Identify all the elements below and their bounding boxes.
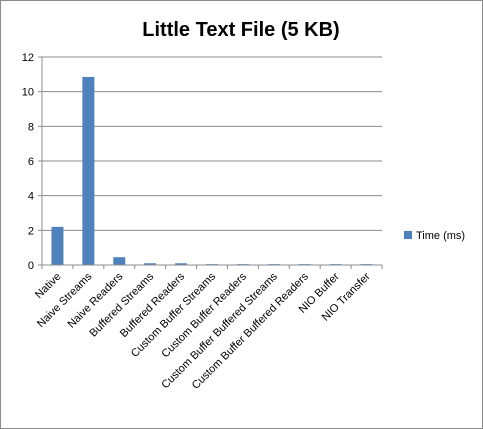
bars: [51, 76, 373, 265]
y-tick-label: 0: [28, 260, 34, 272]
bar: [144, 263, 157, 265]
y-axis-ticks: 0 2 4 6 8 10 12: [22, 52, 42, 272]
y-tick-label: 6: [28, 156, 34, 168]
x-tick-label: Naive Streams: [35, 270, 95, 330]
legend-label: Time (ms): [416, 230, 465, 242]
chart-title: Little Text File (5 KB): [142, 19, 339, 41]
y-tick-label: 2: [28, 225, 34, 237]
y-tick-label: 10: [22, 87, 34, 99]
axes: [41, 57, 383, 269]
bar: [175, 263, 188, 265]
legend-swatch: [404, 231, 412, 239]
bar: [113, 257, 126, 265]
gridlines: [42, 56, 382, 231]
y-tick-label: 12: [22, 52, 34, 64]
legend: Time (ms): [404, 230, 465, 242]
y-tick-label: 8: [28, 121, 34, 133]
y-tick-label: 4: [28, 191, 34, 203]
bar: [82, 76, 95, 265]
bar: [51, 226, 64, 265]
